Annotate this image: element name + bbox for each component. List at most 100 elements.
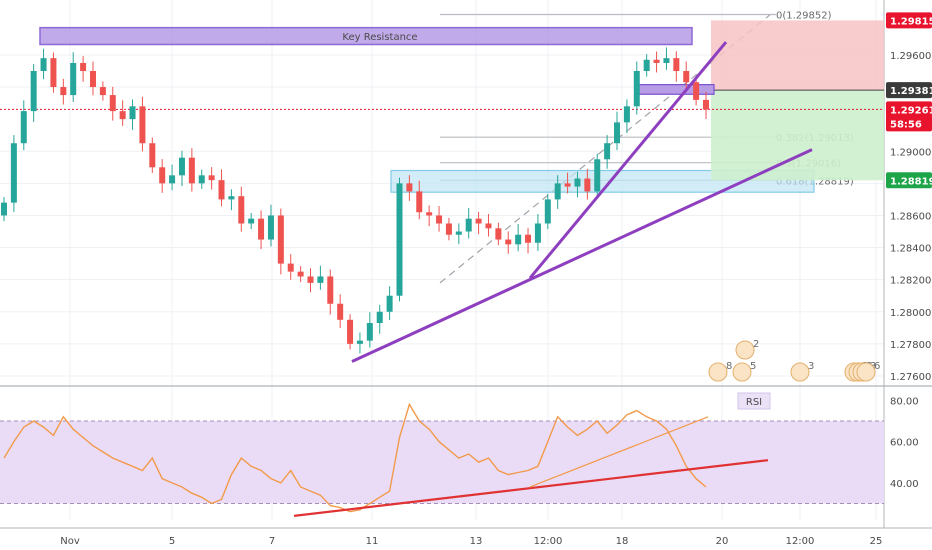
- time-tick-label: 20: [716, 536, 729, 547]
- candle-body: [10, 143, 17, 203]
- candle-body: [347, 319, 354, 344]
- candle-body: [673, 58, 680, 71]
- time-tick-label: 11: [366, 536, 379, 547]
- time-tick-label: 12:00: [534, 536, 563, 547]
- candle-body: [574, 178, 581, 187]
- key-resistance-zone: Key Resistance: [39, 26, 693, 46]
- candle-body: [604, 143, 611, 160]
- time-tick-label: 5: [169, 536, 175, 547]
- event-badge: [735, 340, 755, 360]
- candle-body: [544, 199, 551, 224]
- event-badge-label: 2: [753, 339, 759, 350]
- price-tick-label: 1.28000: [890, 308, 931, 319]
- candle-body: [436, 215, 443, 224]
- candle-body: [416, 191, 423, 213]
- candle-body: [287, 263, 294, 272]
- candle-body: [594, 159, 601, 192]
- price-tick-label: 1.28400: [890, 244, 931, 255]
- time-tick-label: 25: [870, 536, 883, 547]
- rsi-title-box: [737, 392, 771, 410]
- event-badge-label: 6: [874, 361, 880, 372]
- candle-body: [406, 183, 413, 192]
- price-tick-label: 1.28600: [890, 211, 931, 222]
- candle-body: [188, 157, 195, 184]
- candle-body: [515, 234, 522, 245]
- rsi-panel: RSI: [0, 392, 884, 517]
- rsi-trendline: [293, 459, 769, 517]
- time-tick-label: Nov: [60, 536, 80, 547]
- price-axis: 80.0060.0040.001.296001.294001.290001.28…: [886, 12, 932, 490]
- price-label-box: [886, 12, 932, 29]
- candle-body: [327, 276, 334, 304]
- candle-body: [277, 215, 284, 264]
- candle-body: [693, 82, 700, 100]
- rsi-tick-label: 60.00: [890, 438, 919, 449]
- rsi-band: [0, 420, 884, 504]
- rsi-trendline-thin: [529, 416, 709, 488]
- candle-body: [228, 196, 235, 200]
- candle-body: [70, 62, 77, 96]
- fib-label: 0.618(1.28819): [776, 176, 854, 187]
- time-tick-label: 7: [269, 536, 275, 547]
- time-tick-label: 13: [470, 536, 483, 547]
- event-badge: [708, 362, 728, 382]
- candle-body: [396, 183, 403, 296]
- candle-body: [683, 70, 690, 83]
- candle-body: [60, 87, 67, 96]
- fib-label: 0(1.29852): [776, 10, 832, 21]
- candle-body: [703, 99, 709, 110]
- candle-body: [218, 180, 225, 200]
- price-label: 58:56: [890, 119, 922, 130]
- candle-body: [50, 58, 57, 88]
- candle-body: [248, 218, 255, 224]
- position-zones: [0, 20, 884, 181]
- rsi-tick-label: 80.00: [890, 396, 919, 407]
- time-tick-label: 18: [616, 536, 629, 547]
- event-badge: [732, 362, 752, 382]
- price-tick-label: 1.29600: [890, 51, 931, 62]
- stop-zone: [711, 20, 884, 91]
- candle-body: [109, 95, 116, 112]
- entry-box: [637, 84, 715, 95]
- candle-body: [307, 276, 314, 283]
- price-tick-label: 1.29000: [890, 147, 931, 158]
- candle-body: [267, 215, 274, 240]
- candle-body: [564, 183, 571, 187]
- price-label-box: [886, 172, 932, 189]
- candle-body: [495, 228, 502, 240]
- candle-body: [376, 311, 383, 324]
- candle-body: [178, 157, 185, 176]
- rsi-tick-label: 40.00: [890, 479, 919, 490]
- event-badge-label: 3: [808, 361, 814, 372]
- price-label: 1.29815: [890, 16, 932, 27]
- price-tick-label: 1.27600: [890, 372, 931, 383]
- candle-body: [149, 143, 156, 168]
- candle-body: [159, 167, 166, 184]
- time-axis: Nov 5 7 11 13 12:00 18 20 12:00 25: [60, 536, 882, 547]
- candle-body: [356, 340, 363, 344]
- price-label: 1.29381: [890, 86, 932, 97]
- event-badge-label: 8: [726, 361, 732, 372]
- rsi-line: [3, 402, 707, 513]
- candle-body: [258, 218, 265, 240]
- key-resistance-box: [39, 26, 693, 46]
- price-tick-label: 1.27800: [890, 340, 931, 351]
- candle-body: [534, 223, 541, 243]
- event-badges[interactable]: 85233336: [708, 339, 880, 382]
- event-badge: [790, 362, 810, 382]
- candle-body: [317, 276, 324, 283]
- candle-body: [80, 62, 87, 71]
- candle-body: [129, 106, 136, 120]
- candle-body: [475, 218, 482, 224]
- time-tick-label: 12:00: [786, 536, 815, 547]
- candle-body: [139, 106, 146, 144]
- candle-body: [198, 175, 205, 184]
- candle-body: [40, 58, 47, 71]
- candle-body: [643, 59, 650, 71]
- candle-body: [366, 323, 373, 341]
- candle-body: [614, 122, 621, 144]
- candle-body: [525, 234, 532, 243]
- candle-body: [297, 271, 304, 277]
- candle-body: [386, 295, 393, 312]
